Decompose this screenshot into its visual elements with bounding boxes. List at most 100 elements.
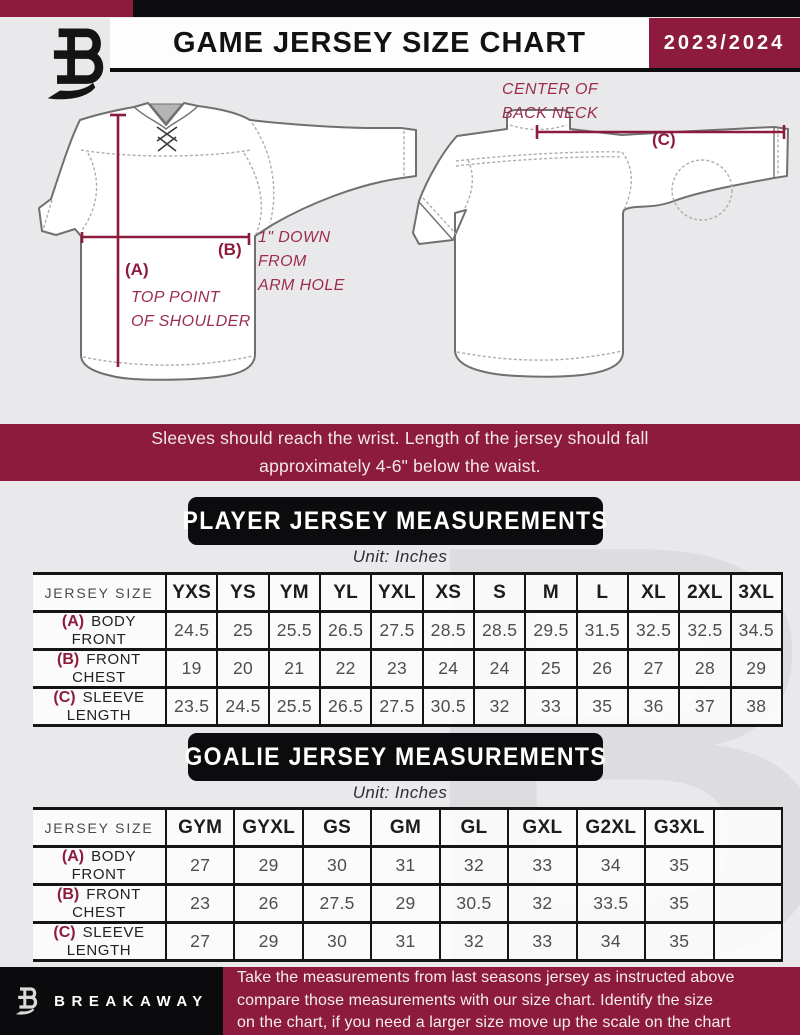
value-cell: 30	[301, 846, 372, 885]
value-cell: 34.5	[729, 611, 784, 650]
top-strip-maroon	[0, 0, 133, 17]
value-cell: 22	[318, 649, 372, 688]
row-label-cell: (C) SLEEVE LENGTH	[33, 687, 166, 726]
value-cell: 34	[575, 922, 646, 961]
value-cell: 23	[370, 649, 423, 688]
value-cell: 25.5	[267, 611, 320, 650]
note-center-of-back-neck: CENTER OF BACK NECK	[502, 81, 599, 122]
front-jersey-outline	[38, 102, 417, 381]
page-title: GAME JERSEY SIZE CHART	[172, 26, 587, 59]
info-banner-text: Sleeves should reach the wrist. Length o…	[151, 428, 649, 476]
player-size-header-row: JERSEY SIZE YXS YS YM YL YXL XS S M L XL 2XL 3XL	[33, 573, 784, 612]
value-cell: 35	[575, 687, 628, 726]
goalie-measurements-title-text: GOALIE JERSEY MEASUREMENTS	[184, 742, 607, 771]
row-key: (C)	[53, 689, 76, 706]
footer-note-block: Take the measurements from last seasons …	[223, 967, 800, 1035]
row-key: (A)	[61, 613, 85, 630]
value-cell: 26.5	[318, 611, 372, 650]
value-cell: 24.5	[216, 687, 269, 726]
row-label-cell: (B) FRONT CHEST	[33, 884, 166, 923]
value-cell: 29	[729, 649, 784, 688]
player-measurements-title-text: PLAYER JERSEY MEASUREMENTS	[182, 506, 609, 535]
header-title-bar: GAME JERSEY SIZE CHART	[110, 18, 649, 68]
row-label: BODY FRONT	[71, 613, 137, 648]
row-label-cell: (B) FRONT CHEST	[33, 649, 166, 688]
marker-c-label: (C)	[652, 130, 676, 149]
size-column-header: GM	[370, 808, 440, 847]
player-measurements-title: PLAYER JERSEY MEASUREMENTS	[183, 497, 607, 545]
size-column-header: XS	[421, 573, 474, 612]
marker-b-label: (B)	[218, 240, 242, 259]
size-column-header: GL	[438, 808, 509, 847]
measurement-row: (B) FRONT CHEST 19 20 21 22 23 24 24 25 26 27 28 29	[33, 649, 784, 688]
value-cell: 35	[644, 922, 714, 961]
row-label: BODY FRONT	[71, 848, 137, 883]
row-label-cell: (A) BODY FRONT	[33, 611, 166, 650]
value-cell	[712, 884, 783, 923]
value-cell: 31	[370, 922, 440, 961]
value-cell: 24	[421, 649, 474, 688]
value-cell: 32	[472, 687, 526, 726]
value-cell: 27	[164, 846, 235, 885]
value-cell: 27.5	[370, 687, 423, 726]
size-column-header	[712, 808, 783, 847]
value-cell: 33	[524, 687, 577, 726]
player-unit-label: Unit: Inches	[352, 547, 448, 566]
value-cell: 20	[216, 649, 269, 688]
measurement-line-c	[535, 125, 786, 139]
value-cell: 21	[267, 649, 320, 688]
value-cell: 28.5	[472, 611, 526, 650]
size-column-header: YM	[267, 573, 320, 612]
size-column-header: XL	[626, 573, 680, 612]
value-cell: 25	[524, 649, 577, 688]
row-key: (B)	[57, 651, 80, 668]
front-neck-opening	[148, 103, 184, 124]
value-cell: 35	[644, 884, 714, 923]
size-column-header: GS	[301, 808, 372, 847]
value-cell: 36	[626, 687, 680, 726]
value-cell: 37	[678, 687, 731, 726]
footer-brand-block: BREAKAWAY	[0, 967, 223, 1035]
value-cell	[712, 846, 783, 885]
value-cell: 35	[644, 846, 714, 885]
size-column-header: YS	[216, 573, 269, 612]
size-column-header: G2XL	[575, 808, 646, 847]
size-column-header: 2XL	[678, 573, 731, 612]
row-label: SLEEVE LENGTH	[66, 689, 145, 724]
value-cell: 34	[575, 846, 646, 885]
season-badge: 2023/2024	[649, 18, 800, 68]
row-key: (B)	[57, 886, 80, 903]
value-cell: 27	[164, 922, 235, 961]
size-column-header: M	[524, 573, 577, 612]
brand-logo-icon	[47, 28, 104, 100]
row-key: (C)	[53, 924, 76, 941]
note-down-from-armhole: 1" DOWN FROM ARM HOLE	[258, 229, 345, 294]
value-cell: 28	[678, 649, 731, 688]
size-column-header: S	[472, 573, 526, 612]
back-jersey-diagram	[412, 109, 789, 378]
value-cell: 27	[626, 649, 680, 688]
footer-brand-logo-icon	[15, 987, 38, 1015]
value-cell: 25	[216, 611, 269, 650]
row-label-cell: (A) BODY FRONT	[33, 846, 166, 885]
value-cell: 24	[472, 649, 526, 688]
front-lace-icon	[156, 126, 178, 152]
goalie-unit-label: Unit: Inches	[352, 783, 448, 802]
value-cell: 32	[507, 884, 577, 923]
marker-a-label: (A)	[125, 260, 149, 279]
jersey-size-corner-header: JERSEY SIZE	[33, 573, 166, 612]
measurement-row: (B) FRONT CHEST 23 26 27.5 29 30.5 32 33.5 35	[33, 884, 783, 923]
front-collar-band	[133, 105, 199, 130]
header-bar: GAME JERSEY SIZE CHART 2023/2024	[110, 18, 800, 72]
size-column-header: GYM	[164, 808, 235, 847]
row-key: (A)	[61, 848, 85, 865]
measurement-row: (A) BODY FRONT 24.5 25 25.5 26.5 27.5 28.5 28.5 2…	[33, 611, 784, 650]
size-column-header: GXL	[507, 808, 577, 847]
size-column-header: YXL	[370, 573, 423, 612]
value-cell: 32	[438, 922, 509, 961]
value-cell: 31	[370, 846, 440, 885]
value-cell: 38	[729, 687, 784, 726]
value-cell: 23.5	[164, 687, 218, 726]
value-cell: 27.5	[301, 884, 372, 923]
